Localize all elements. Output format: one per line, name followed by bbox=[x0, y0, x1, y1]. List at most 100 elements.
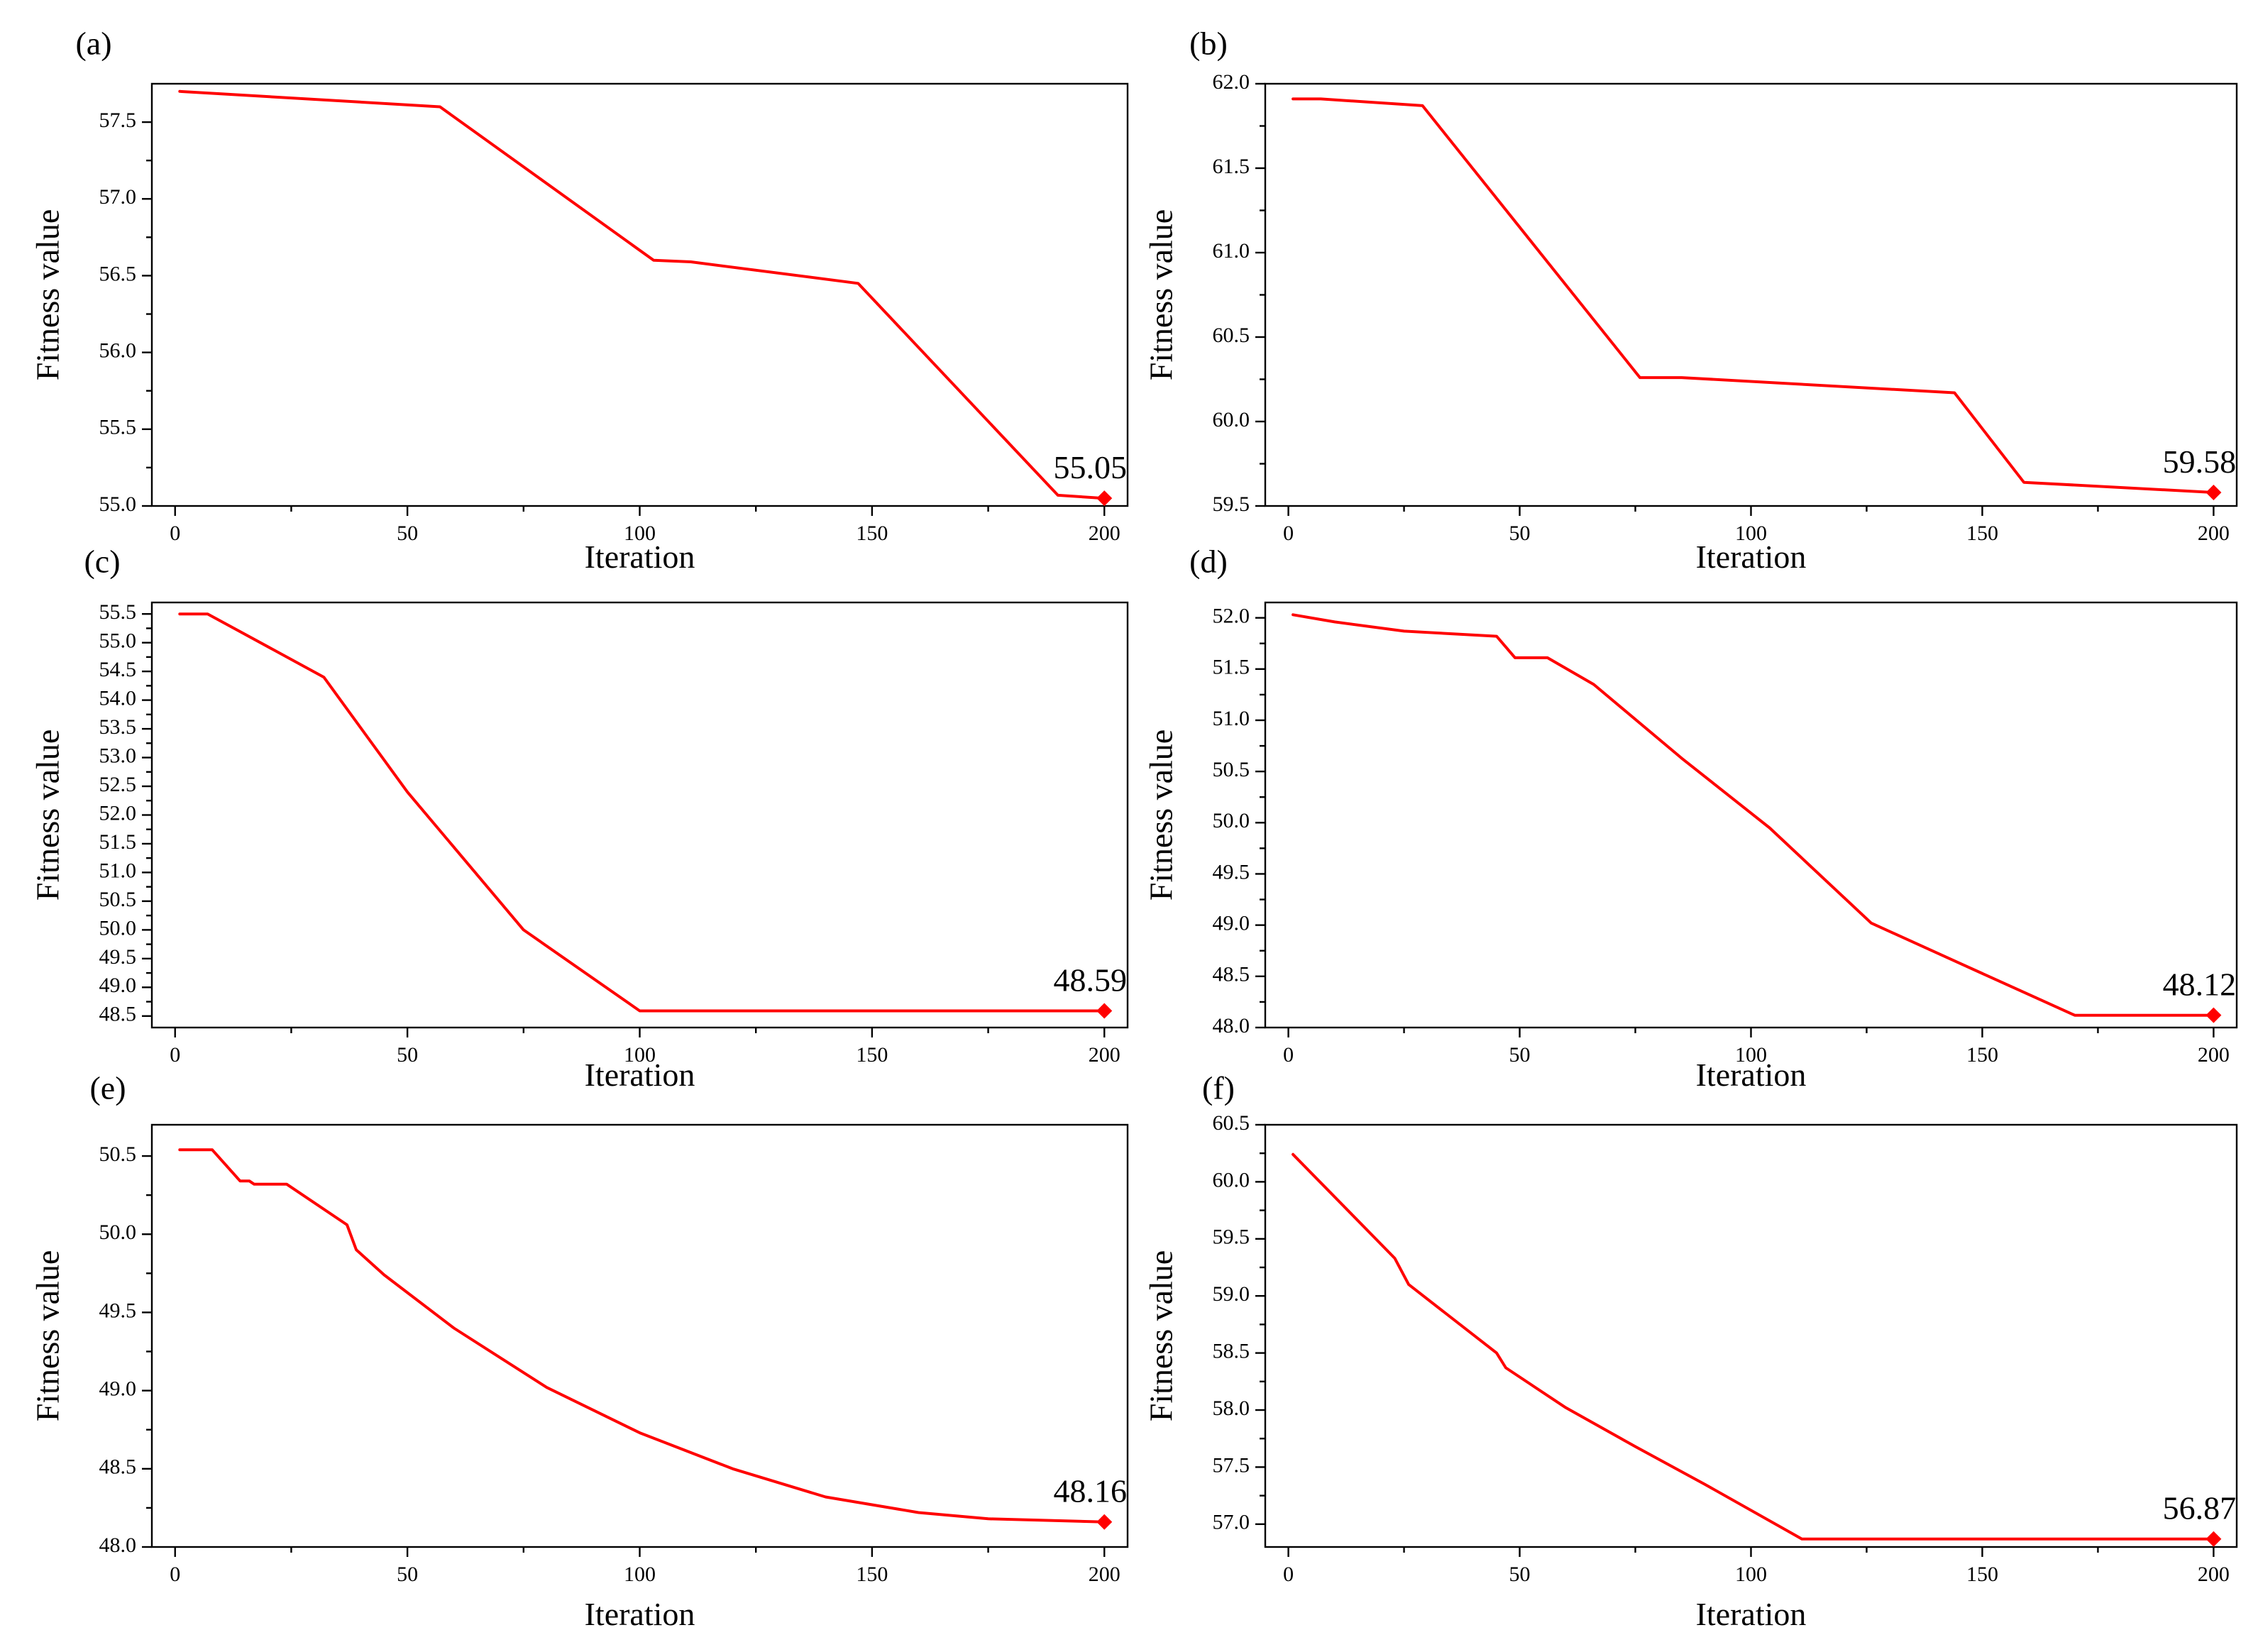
y-tick-label: 54.0 bbox=[99, 686, 137, 710]
y-tick-label: 56.5 bbox=[99, 262, 137, 285]
x-tick-label: 50 bbox=[1509, 1563, 1531, 1586]
plot-frame bbox=[150, 82, 1129, 507]
x-tick-label: 150 bbox=[856, 1043, 888, 1067]
x-tick-label: 100 bbox=[624, 1563, 656, 1586]
y-tick-label: 51.0 bbox=[99, 859, 137, 882]
y-tick-label: 49.5 bbox=[99, 945, 137, 969]
y-tick-label: 57.0 bbox=[1213, 1511, 1250, 1534]
final-point-marker bbox=[2205, 1531, 2222, 1547]
y-tick-label: 51.5 bbox=[1213, 656, 1250, 679]
series-line bbox=[1292, 97, 2215, 494]
y-tick-label: 59.5 bbox=[1213, 1226, 1250, 1249]
y-tick-label: 54.5 bbox=[99, 658, 137, 681]
y-tick-label: 49.5 bbox=[1213, 860, 1250, 883]
y-tick-label: 55.5 bbox=[99, 600, 137, 624]
y-axis-label: Fitness value bbox=[1143, 729, 1179, 901]
x-axis-label: Iteration bbox=[1696, 539, 1807, 575]
plot-frame bbox=[1264, 601, 2238, 1029]
y-tick-label: 59.0 bbox=[1213, 1282, 1250, 1306]
x-axis-label: Iteration bbox=[585, 1057, 695, 1093]
x-tick-label: 100 bbox=[1735, 1563, 1767, 1586]
panel-c: (c) 0 50 100 150 200 48.5 49.0 49.5 50.0 50.5 51.0 5… bbox=[30, 544, 1129, 1093]
y-tick-label: 60.0 bbox=[1213, 408, 1250, 431]
y-tick-label: 52.5 bbox=[99, 773, 137, 796]
y-tick-label: 49.0 bbox=[99, 1377, 137, 1401]
y-tick-label: 56.0 bbox=[99, 339, 137, 363]
y-tick-label: 60.5 bbox=[1213, 1111, 1250, 1135]
x-tick-label: 100 bbox=[624, 1043, 656, 1067]
x-tick-label: 200 bbox=[1089, 1563, 1120, 1586]
y-tick-label: 60.5 bbox=[1213, 324, 1250, 347]
y-tick-label: 51.0 bbox=[1213, 707, 1250, 730]
x-tick-label: 150 bbox=[856, 1563, 888, 1586]
x-tick-label: 200 bbox=[2198, 522, 2230, 545]
panel-e: (e) 0 50 100 150 200 48.0 48.5 49.0 49.5 50.0 50.5 I… bbox=[30, 1070, 1129, 1632]
y-tick-label: 49.5 bbox=[99, 1299, 137, 1322]
y-tick-label: 48.0 bbox=[99, 1533, 137, 1557]
x-tick-label: 150 bbox=[1966, 522, 1998, 545]
final-point-marker bbox=[1096, 1003, 1113, 1019]
final-value-label: 59.58 bbox=[2163, 444, 2237, 480]
y-tick-label: 55.0 bbox=[99, 492, 137, 516]
series-line bbox=[178, 612, 1106, 1013]
y-tick-label: 50.5 bbox=[99, 888, 137, 911]
x-tick-label: 150 bbox=[856, 522, 888, 545]
panel-label: (c) bbox=[84, 544, 120, 580]
y-tick-label: 50.0 bbox=[1213, 809, 1250, 832]
x-tick-label: 0 bbox=[1283, 1043, 1294, 1067]
y-tick-label: 52.0 bbox=[99, 801, 137, 825]
panel-label: (f) bbox=[1202, 1070, 1235, 1106]
y-tick-label: 55.5 bbox=[99, 416, 137, 439]
series-line bbox=[178, 1148, 1106, 1524]
y-tick-label: 48.0 bbox=[1213, 1014, 1250, 1037]
panel-label: (e) bbox=[89, 1070, 126, 1106]
x-tick-label: 200 bbox=[2198, 1043, 2230, 1067]
y-tick-label: 58.0 bbox=[1213, 1397, 1250, 1420]
x-tick-label: 0 bbox=[170, 522, 180, 545]
y-tick-label: 59.5 bbox=[1213, 492, 1250, 516]
y-axis-label: Fitness value bbox=[30, 729, 66, 901]
x-tick-label: 0 bbox=[1283, 1563, 1294, 1586]
final-point-marker bbox=[1096, 490, 1113, 507]
y-axis-label: Fitness value bbox=[1143, 209, 1179, 380]
y-tick-label: 50.0 bbox=[99, 916, 137, 940]
panel-label: (d) bbox=[1189, 544, 1228, 580]
y-tick-label: 53.5 bbox=[99, 715, 137, 739]
series-line bbox=[1292, 1152, 2215, 1541]
x-tick-label: 150 bbox=[1966, 1563, 1998, 1586]
x-tick-label: 200 bbox=[1089, 522, 1120, 545]
final-value-label: 55.05 bbox=[1054, 449, 1128, 485]
x-tick-label: 50 bbox=[397, 1043, 418, 1067]
final-value-label: 56.87 bbox=[2163, 1490, 2237, 1526]
y-tick-label: 57.0 bbox=[99, 185, 137, 209]
y-tick-label: 49.0 bbox=[1213, 912, 1250, 935]
final-value-label: 48.16 bbox=[1054, 1473, 1128, 1509]
y-tick-label: 57.5 bbox=[1213, 1453, 1250, 1477]
y-tick-label: 60.0 bbox=[1213, 1168, 1250, 1191]
x-tick-label: 0 bbox=[170, 1563, 180, 1586]
y-tick-label: 50.5 bbox=[99, 1142, 137, 1166]
x-tick-label: 100 bbox=[1735, 522, 1767, 545]
y-axis-label: Fitness value bbox=[30, 1250, 66, 1421]
y-tick-label: 57.5 bbox=[99, 109, 137, 132]
x-tick-label: 150 bbox=[1966, 1043, 1998, 1067]
x-tick-label: 50 bbox=[1509, 1043, 1531, 1067]
final-point-marker bbox=[1096, 1514, 1113, 1530]
y-tick-label: 48.5 bbox=[1213, 963, 1250, 986]
final-value-label: 48.59 bbox=[1054, 962, 1128, 998]
y-axis-label: Fitness value bbox=[1143, 1250, 1179, 1421]
final-point-marker bbox=[2205, 484, 2222, 500]
x-tick-label: 50 bbox=[397, 1563, 418, 1586]
plot-frame bbox=[150, 601, 1129, 1029]
panel-d: (d) 0 50 100 150 200 48.0 48.5 49.0 49.5 50.0 50.5 5… bbox=[1143, 544, 2238, 1093]
y-tick-label: 55.0 bbox=[99, 629, 137, 653]
x-tick-label: 100 bbox=[1735, 1043, 1767, 1067]
y-tick-label: 62.0 bbox=[1213, 70, 1250, 94]
x-axis-label: Iteration bbox=[1696, 1057, 1807, 1093]
y-tick-label: 61.0 bbox=[1213, 239, 1250, 263]
y-tick-label: 53.0 bbox=[99, 744, 137, 767]
x-tick-label: 200 bbox=[1089, 1043, 1120, 1067]
x-tick-label: 0 bbox=[170, 1043, 180, 1067]
panel-f: (f) 0 50 100 150 200 57.0 57.5 58.0 58.5 59.0 59.5 6… bbox=[1143, 1070, 2238, 1632]
